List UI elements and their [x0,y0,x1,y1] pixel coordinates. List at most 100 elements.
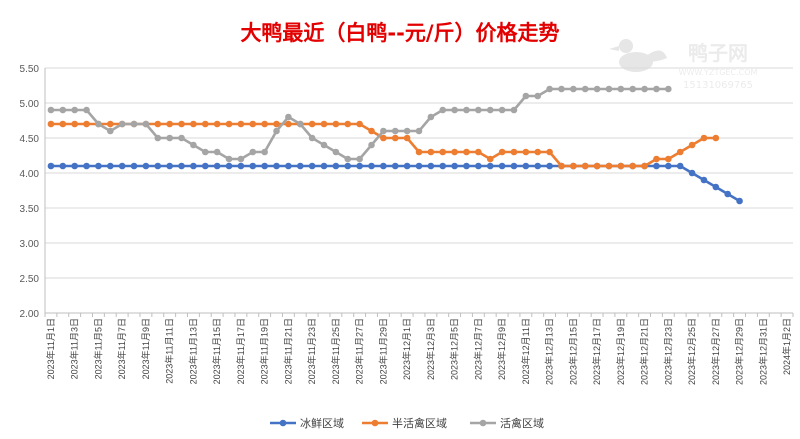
data-point [463,162,470,170]
x-tick-label: 2023年12月15日 [567,318,578,385]
data-point [368,141,375,149]
data-point [273,120,280,128]
data-point [439,148,447,156]
data-point [653,155,660,163]
data-point [736,197,743,205]
x-tick-label: 2023年11月29日 [377,318,388,384]
x-tick-label: 2023年12月27日 [710,318,721,385]
data-point [546,85,553,93]
x-tick-label: 2023年11月9日 [140,318,151,379]
x-tick-label: 2023年11月15日 [211,318,222,384]
data-point [261,120,268,128]
y-tick-label: 4.00 [20,169,40,180]
data-point [332,120,340,128]
data-point [665,85,672,93]
x-tick-label: 2023年11月7日 [116,318,127,379]
legend-marker [479,419,487,427]
data-point [261,148,268,156]
data-point [261,162,268,170]
data-point [332,162,340,170]
data-point [427,162,435,170]
x-tick-label: 2023年11月19日 [259,318,270,384]
data-point [712,183,720,191]
watermark-brand: 鸭子网 [688,41,748,65]
data-point [356,120,363,128]
data-point [463,148,470,156]
data-point [344,120,352,128]
x-tick-label: 2023年12月31日 [757,318,768,385]
data-point [570,85,577,93]
data-point [498,106,506,114]
y-tick-label: 5.50 [20,64,40,75]
data-point [178,134,185,142]
data-point [486,106,494,114]
data-point [510,148,518,156]
data-point [225,120,233,128]
data-point [107,127,114,135]
data-point [249,162,257,170]
data-point [344,162,352,170]
data-point [308,134,316,142]
y-tick-label: 4.50 [20,134,40,145]
data-point [118,162,126,170]
data-point [391,162,399,170]
x-tick-label: 2023年12月17日 [591,318,602,385]
data-point [403,162,411,170]
data-point [47,106,55,114]
data-point [439,106,447,114]
data-point [166,162,173,170]
data-point [142,120,150,128]
data-point [356,162,363,170]
data-point [391,134,399,142]
data-point [629,162,637,170]
x-tick-label: 2023年11月27日 [354,318,365,384]
data-point [534,162,542,170]
data-point [415,162,423,170]
y-axis: 5.50 5.00 4.50 4.00 3.50 3.00 2.50 2.00 [20,64,46,320]
data-point [273,127,280,135]
data-point [201,120,209,128]
data-point [617,162,625,170]
data-point [546,148,553,156]
data-point [296,162,304,170]
data-point [237,155,245,163]
legend-label: 冰鲜区域 [300,416,344,430]
data-point [534,92,542,100]
data-point [439,162,447,170]
data-point [344,155,352,163]
data-point [665,162,672,170]
x-tick-label: 2023年11月11日 [164,318,175,384]
data-point [166,134,173,142]
data-point [47,162,55,170]
data-point [95,120,102,128]
x-tick-label: 2023年12月21日 [639,318,650,385]
data-point [237,162,245,170]
data-point [225,162,233,170]
data-point [451,148,458,156]
x-tick-label: 2024年1月2日 [781,318,792,375]
data-point [522,162,530,170]
data-point [498,162,506,170]
data-point [427,148,435,156]
data-point [296,120,304,128]
data-point [605,85,613,93]
x-tick-label: 2023年12月3日 [425,318,436,380]
watermark-phone: 15131069765 [683,80,753,91]
data-point [308,162,316,170]
data-point [676,162,684,170]
data-point [593,85,601,93]
data-point [522,148,530,156]
data-point [285,120,292,128]
series-line-1 [49,164,741,203]
data-point [71,120,78,128]
data-point [130,162,138,170]
gridlines [45,67,793,314]
data-point [83,120,90,128]
data-point [190,162,197,170]
x-tick-label: 2023年12月11日 [520,318,531,384]
data-point [285,162,292,170]
data-point [83,106,90,114]
x-tick-label: 2023年12月13日 [544,318,555,385]
data-point [463,106,470,114]
